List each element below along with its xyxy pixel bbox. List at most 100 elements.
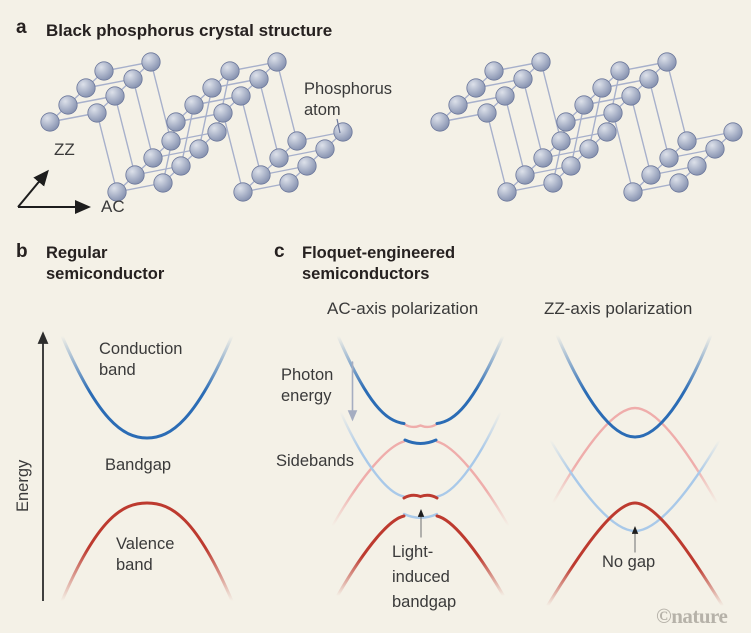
phosphorus-atom [153,173,173,193]
ac-polarization-diagram [331,334,510,597]
phosphorus-atom [669,173,689,193]
phosphorus-atom [603,103,623,123]
bandgap-label: Bandgap [105,456,172,474]
phosphorus-atom-label: Phosphorus atom [304,80,393,119]
phosphorus-atom [610,61,630,81]
conduction-band-curve [60,334,234,440]
phosphorus-atom [659,148,679,168]
phosphorus-atom [677,131,697,151]
phosphorus-atom [531,52,551,72]
phosphorus-atom [184,95,204,115]
phosphorus-atom [267,52,287,72]
nature-watermark: ©nature [656,604,728,628]
phosphorus-atom [251,165,271,185]
phosphorus-atom [556,112,576,132]
crystal-axes [17,169,91,214]
ac-conduction-sideband-curve [339,411,502,519]
phosphorus-atom [705,139,725,159]
phosphorus-atom [207,122,227,142]
panel-a-title: Black phosphorus crystal structure [46,21,333,40]
phosphorus-atom [287,131,307,151]
panel-c-letter: c [274,241,285,262]
ac-valence-sideband-curve [331,422,510,527]
phosphorus-atom [466,78,486,98]
zz-valence-band-curve [546,501,724,607]
energy-axis-label: Energy [14,459,32,512]
phosphorus-atom [279,173,299,193]
phosphorus-atom [141,52,161,72]
phosphorus-atom [448,95,468,115]
phosphorus-atom [94,61,114,81]
phosphorus-atom [315,139,335,159]
phosphorus-atom [574,95,594,115]
phosphorus-atom [533,148,553,168]
phosphorus-atom [231,86,251,106]
phosphorus-atom [513,69,533,89]
panel-b-title: Regular semiconductor [46,244,165,283]
phosphorus-atom [484,61,504,81]
valence-band-curve [60,501,234,603]
zz-valence-sideband-curve [551,406,719,505]
phosphorus-atom [639,69,659,89]
ac-polarization-subtitle: AC-axis polarization [327,299,479,318]
phosphorus-atom [105,86,125,106]
phosphorus-atom [76,78,96,98]
ac-axis-label: AC [101,197,125,216]
photon-energy-label: Photon energy [281,366,334,405]
phosphorus-atom [657,52,677,72]
ac-conduction-band-curve [336,334,505,445]
phosphorus-atom [687,156,707,176]
phosphorus-atom [202,78,222,98]
panel-c-title: Floquet-engineered semiconductors [302,244,456,283]
crystal-structure-left [40,52,353,202]
panel-a-letter: a [16,17,27,38]
conduction-band-label: Conduction band [99,340,183,379]
phosphorus-atom [213,103,233,123]
phosphorus-atom [561,156,581,176]
phosphorus-atom [189,139,209,159]
bond-lines [439,61,734,193]
zz-axis-arrow [17,169,49,208]
phosphorus-atom [87,103,107,123]
no-gap-label: No gap [602,553,656,571]
phosphorus-atom [123,69,143,89]
panel-b-letter: b [16,241,28,262]
phosphorus-atom [495,86,515,106]
phosphorus-atom [497,182,517,202]
phosphorus-atom [621,86,641,106]
phosphorus-atom [430,112,450,132]
bond-lines [49,61,344,193]
phosphorus-atom [125,165,145,185]
phosphorus-atom [592,78,612,98]
phosphorus-atom [249,69,269,89]
zz-axis-label: ZZ [54,140,75,159]
atom-callout-line [336,118,341,134]
phosphorus-atom [297,156,317,176]
phosphorus-atom [166,112,186,132]
phosphorus-atom [477,103,497,123]
phosphorus-atom [233,182,253,202]
phosphorus-atom [161,131,181,151]
zz-conduction-sideband-curve [549,439,721,533]
phosphorus-atom [723,122,743,142]
phosphorus-atom [107,182,127,202]
phosphorus-atom [543,173,563,193]
phosphorus-atom [171,156,191,176]
phosphorus-atom [143,148,163,168]
ac-valence-band-curve [336,493,505,597]
phosphorus-atom [333,122,353,142]
phosphorus-atom [623,182,643,202]
phosphorus-atom [515,165,535,185]
crystal-structure-right [430,52,743,202]
phosphorus-atom [58,95,78,115]
phosphorus-atom [551,131,571,151]
phosphorus-atom [579,139,599,159]
zz-polarization-diagram [546,333,724,607]
zz-polarization-subtitle: ZZ-axis polarization [544,299,693,318]
phosphorus-atom [597,122,617,142]
light-induced-bandgap-label: Light-induced bandgap [392,543,457,611]
valence-band-label: Valence band [116,535,175,574]
phosphorus-atom [220,61,240,81]
